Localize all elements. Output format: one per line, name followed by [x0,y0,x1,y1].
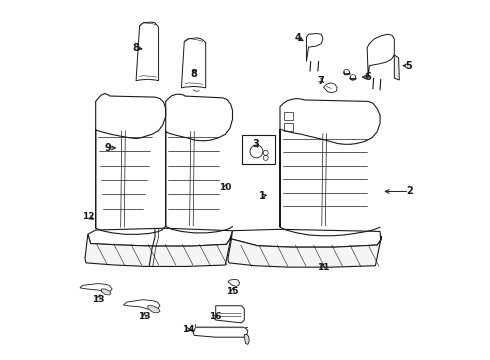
Polygon shape [216,306,245,323]
Text: 16: 16 [209,312,222,321]
Polygon shape [101,289,111,295]
Polygon shape [245,334,249,344]
Text: 1: 1 [259,191,266,201]
Polygon shape [231,229,381,247]
Text: 4: 4 [294,33,301,43]
FancyBboxPatch shape [242,135,275,164]
Text: 15: 15 [226,287,239,296]
Polygon shape [80,284,112,293]
Text: 10: 10 [219,183,232,192]
Text: 6: 6 [365,72,371,82]
Text: 7: 7 [318,76,324,86]
Polygon shape [323,83,337,93]
Polygon shape [136,22,159,81]
Text: 13: 13 [138,312,150,321]
Text: 8: 8 [133,43,140,53]
Polygon shape [394,55,399,80]
Text: 11: 11 [317,263,329,272]
Text: 12: 12 [82,212,95,221]
Polygon shape [88,228,232,246]
Text: 2: 2 [406,186,413,197]
Text: 14: 14 [182,325,195,334]
Polygon shape [123,300,160,310]
Polygon shape [228,279,240,287]
Polygon shape [367,34,394,78]
Polygon shape [181,38,206,88]
Polygon shape [228,237,381,267]
Polygon shape [193,327,248,337]
Polygon shape [85,234,231,266]
Text: 8: 8 [191,68,197,78]
Polygon shape [306,33,323,62]
Text: 9: 9 [104,143,111,153]
Text: 3: 3 [252,139,259,149]
Text: 5: 5 [405,61,412,71]
Polygon shape [148,306,160,313]
Text: 13: 13 [92,295,104,304]
